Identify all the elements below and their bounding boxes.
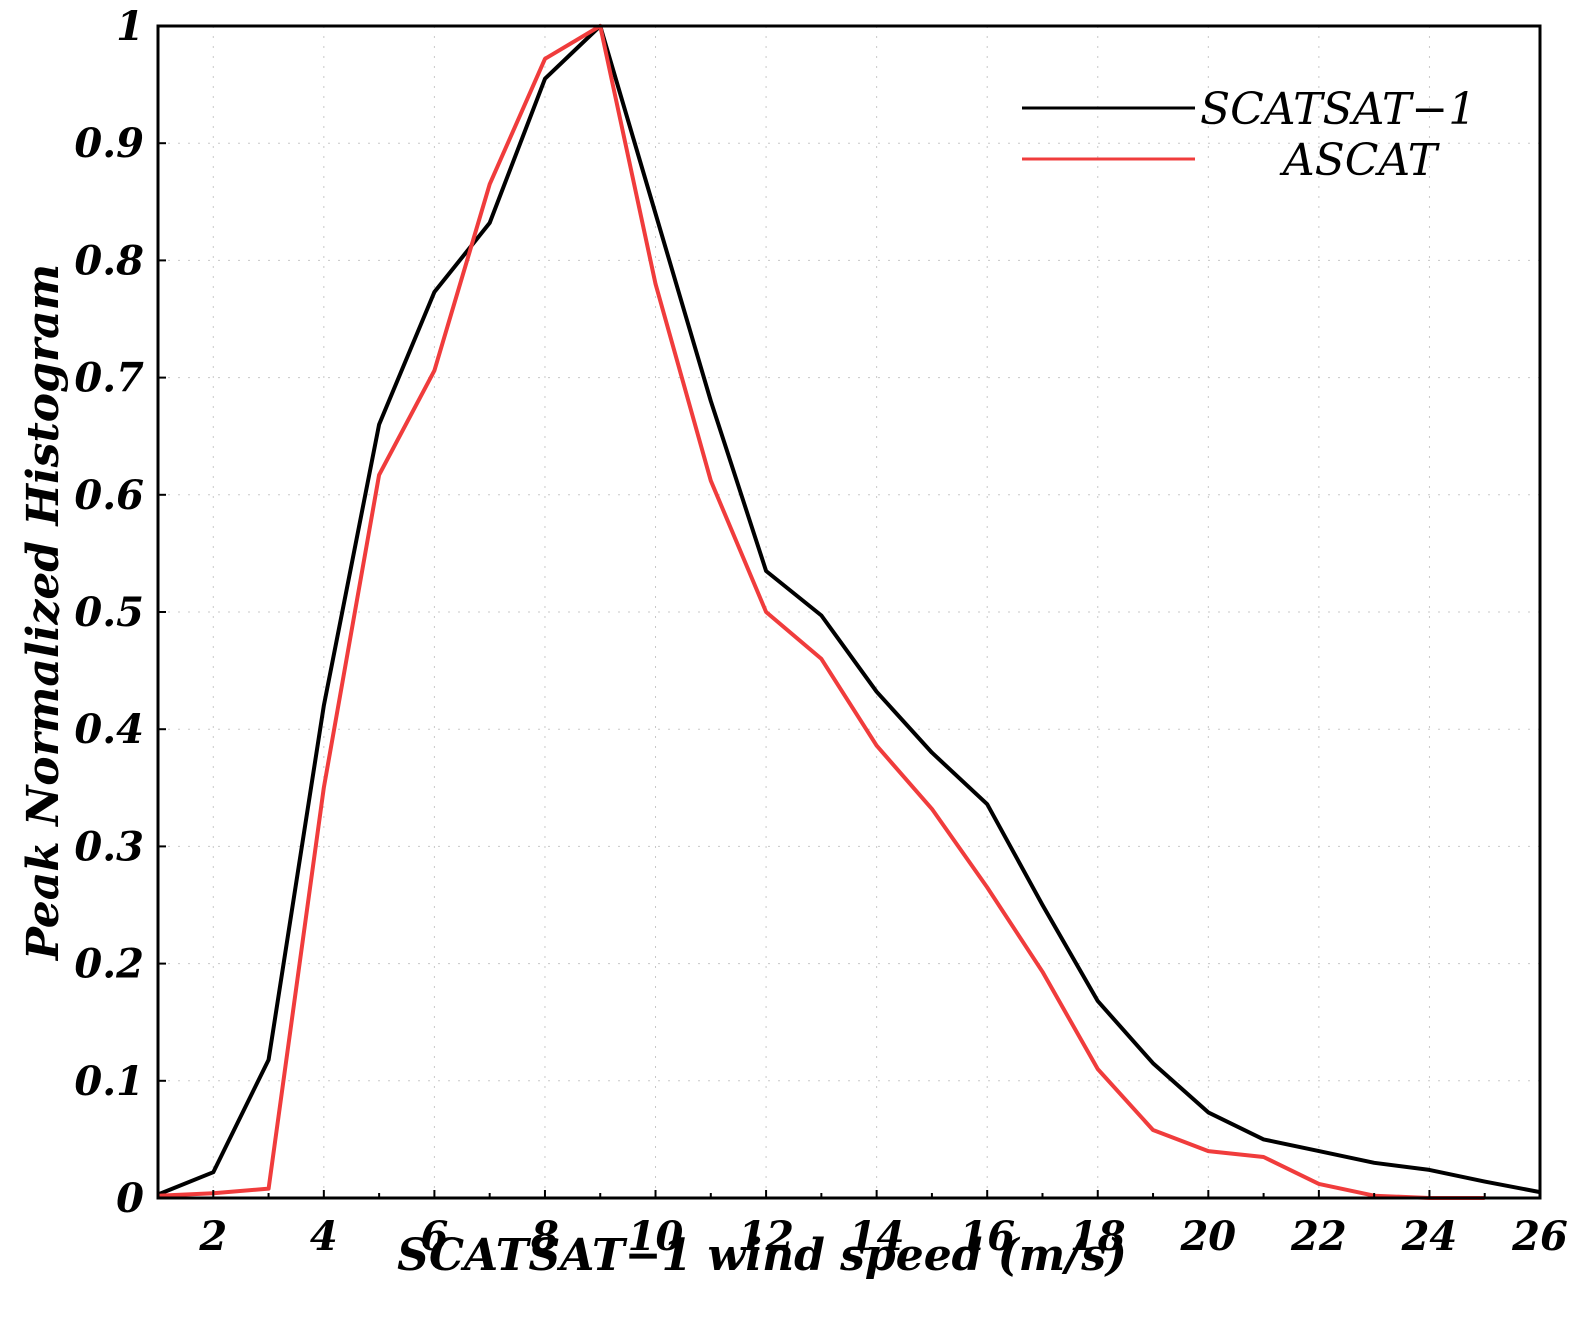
axis-ticks xyxy=(157,25,1541,1199)
legend-label: ASCAT xyxy=(1279,135,1441,186)
x-tick-label: 18 xyxy=(1070,1213,1126,1260)
y-tick-label: 0.9 xyxy=(74,120,144,167)
y-axis-label: Peak Normalized Histogram xyxy=(18,264,69,962)
y-tick-label: 1 xyxy=(116,3,144,50)
series-lines xyxy=(157,24,1541,1200)
x-axis-label: SCATSAT−1 wind speed (m/s) xyxy=(397,1230,1127,1281)
y-tick-label: 0.5 xyxy=(74,589,144,636)
y-tick-label: 0.2 xyxy=(74,941,144,988)
x-tick-label: 6 xyxy=(420,1213,448,1260)
y-tick-label: 0.7 xyxy=(74,355,144,402)
y-tick-label: 0.1 xyxy=(74,1058,144,1105)
x-tick-label: 2 xyxy=(198,1213,227,1260)
grid-lines xyxy=(158,26,1541,1198)
x-tick-label: 14 xyxy=(849,1213,905,1260)
x-tick-label: 22 xyxy=(1290,1213,1347,1260)
x-tick-label: 12 xyxy=(738,1213,794,1260)
x-tick-label: 24 xyxy=(1401,1213,1458,1260)
x-tick-label: 8 xyxy=(530,1213,559,1260)
y-tick-label: 0.6 xyxy=(74,472,144,519)
tick-labels: 2 4 6 8 10 12 14 16 18 20 22 24 2600.10.20.30.40.50.… xyxy=(74,3,1567,1260)
x-tick-label: 26 xyxy=(1511,1213,1568,1260)
y-tick-label: 0.4 xyxy=(74,706,144,753)
x-tick-label: 10 xyxy=(628,1213,684,1260)
y-tick-label: 0.8 xyxy=(74,237,144,284)
x-tick-label: 4 xyxy=(310,1213,338,1260)
y-tick-label: 0.3 xyxy=(74,823,144,870)
series-line-ascat xyxy=(157,24,1485,1200)
y-tick-label: 0 xyxy=(116,1175,144,1222)
series-line-scatsat-1 xyxy=(157,24,1541,1197)
legend-label: SCATSAT−1 xyxy=(1200,84,1476,135)
x-tick-label: 16 xyxy=(959,1213,1015,1260)
x-tick-label: 20 xyxy=(1179,1213,1236,1260)
